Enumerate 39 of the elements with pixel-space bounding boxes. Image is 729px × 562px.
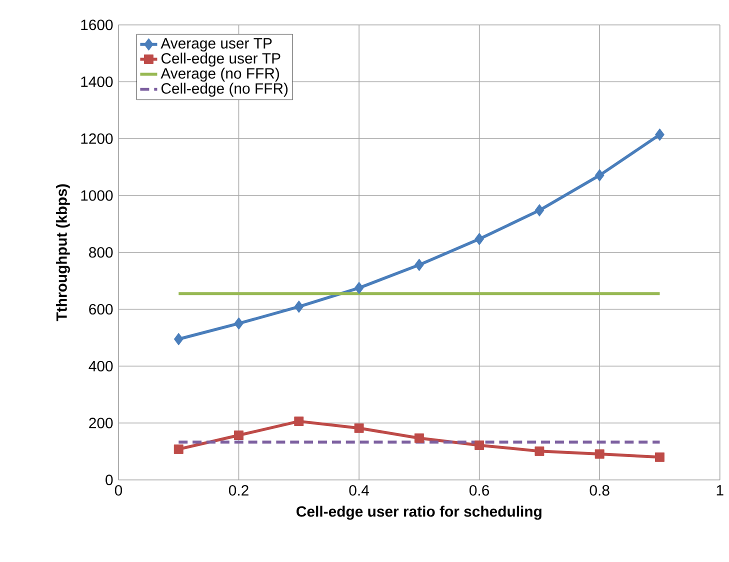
point — [534, 204, 544, 217]
point — [414, 434, 424, 444]
y-tick-label: 0 — [106, 474, 113, 486]
point — [294, 300, 304, 314]
x-axis-title: Cell-edge user ratio for scheduling — [296, 506, 542, 520]
x-tick-label: 0.2 — [228, 485, 248, 496]
y-tick-label: 200 — [89, 418, 113, 429]
x-tick-label: 0.6 — [470, 485, 490, 496]
point — [655, 128, 664, 142]
y-tick-label: 1600 — [81, 20, 113, 30]
point — [354, 424, 364, 434]
point — [414, 258, 424, 272]
y-tick-label: 400 — [88, 361, 113, 372]
x-tick-label: 0.8 — [590, 485, 610, 496]
y-tick-label: 800 — [89, 247, 113, 258]
point — [354, 282, 364, 294]
y-tick-label: 600 — [89, 304, 113, 315]
legend-label: Cell-edge user TP — [161, 52, 280, 67]
y-tick-label: 1000 — [81, 190, 113, 202]
y-tick-label: 1400 — [81, 76, 113, 88]
point — [234, 430, 244, 440]
legend-label: Average user TP — [160, 38, 272, 52]
legend-label: Average (no FFR) — [160, 68, 279, 82]
point — [294, 416, 304, 426]
point — [655, 452, 664, 462]
legend-label: Cell-edge (no FFR) — [161, 83, 288, 97]
x-tick-label: 0.4 — [349, 485, 369, 496]
y-axis-title: Tthroughput (kbps) — [56, 184, 70, 322]
x-tick-label: 0 — [114, 485, 122, 496]
point — [594, 169, 604, 182]
point — [594, 450, 604, 459]
point — [474, 233, 484, 246]
point — [174, 444, 184, 454]
point — [474, 440, 484, 450]
point — [534, 446, 544, 456]
point — [174, 333, 184, 346]
y-tick-label: 1200 — [81, 134, 113, 144]
point — [234, 317, 244, 330]
x-tick-label: 1 — [716, 485, 724, 496]
